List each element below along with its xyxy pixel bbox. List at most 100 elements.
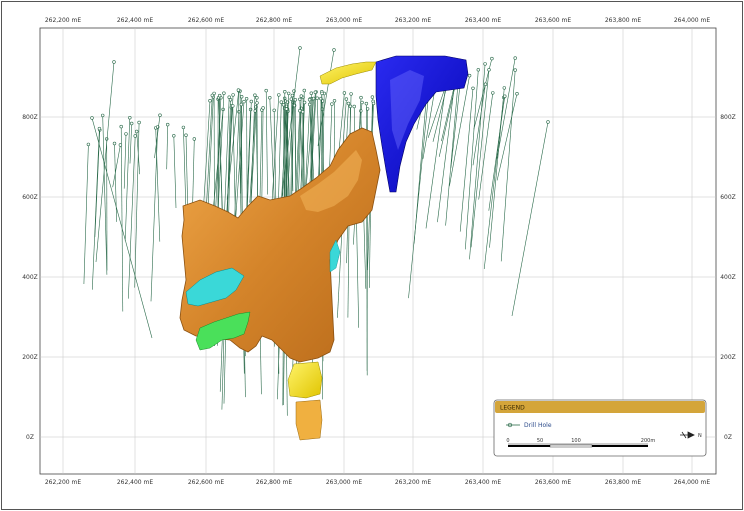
scale-label: 100 — [571, 438, 581, 444]
drill-hole-collar — [298, 46, 302, 50]
drill-hole-trace — [511, 121, 549, 317]
x-tick-label: 262,600 mE — [188, 479, 225, 486]
drill-hole-collar — [227, 95, 231, 99]
drill-hole-collar — [546, 120, 550, 124]
drill-hole-trace — [124, 117, 131, 241]
y-tick-label: 600Z — [22, 194, 38, 201]
drill-hole-collar — [359, 109, 363, 113]
drill-hole-trace — [489, 87, 505, 248]
x-tick-label: 263,400 mE — [465, 17, 502, 24]
drill-hole-collar — [487, 68, 491, 72]
drill-hole-collar — [490, 56, 494, 61]
drill-hole-collar — [135, 129, 139, 134]
drill-hole-collar — [313, 90, 317, 94]
drill-hole-collar — [299, 94, 303, 98]
drill-hole-collar — [491, 91, 495, 95]
x-tick-label: 263,600 mE — [535, 479, 572, 486]
drill-hole-trace — [459, 88, 474, 232]
drill-hole-trace — [114, 143, 117, 222]
y-tick-label: 0Z — [724, 434, 732, 441]
x-tick-label: 263,200 mE — [395, 479, 432, 486]
y-tick-label: 800Z — [720, 114, 736, 121]
drill-hole-trace — [465, 69, 479, 250]
drill-hole-collar — [97, 126, 102, 131]
x-axis-bottom: 262,200 mE 262,400 mE 262,600 mE 262,800… — [45, 479, 711, 486]
drill-hole-collar — [255, 96, 259, 100]
drill-hole-collar — [344, 97, 349, 101]
drill-hole-collar — [302, 100, 307, 105]
y-tick-label: 600Z — [720, 194, 736, 201]
drill-hole-trace — [92, 128, 100, 290]
orebody-yellow-top — [319, 61, 377, 85]
drill-hole-collar — [293, 98, 298, 102]
drill-hole-collar — [320, 91, 324, 96]
y-tick-label: 400Z — [720, 274, 736, 281]
drill-hole-collar — [184, 133, 188, 137]
orebody-bottom-block — [295, 399, 323, 441]
drill-hole-collar — [218, 93, 222, 98]
orebody-blue — [375, 55, 469, 193]
drill-hole-collar — [249, 99, 254, 104]
drill-hole-collar — [181, 125, 186, 130]
drill-hole-collar — [502, 86, 506, 90]
drill-hole-collar — [255, 101, 259, 105]
drill-hole-collar — [352, 104, 356, 109]
y-axis-right: 800Z 600Z 400Z 200Z 0Z — [720, 114, 736, 441]
y-tick-label: 0Z — [26, 434, 34, 441]
legend-box — [493, 399, 707, 457]
y-axis-left: 800Z 600Z 400Z 200Z 0Z — [22, 114, 38, 441]
drill-hole-collar — [240, 94, 244, 99]
drill-hole-collar — [467, 73, 472, 78]
drill-hole-collar — [100, 113, 105, 118]
drill-hole-collar — [289, 97, 293, 101]
drill-hole-trace — [155, 127, 161, 242]
drill-hole-collar — [172, 134, 176, 138]
drill-hole-trace — [150, 126, 158, 302]
drill-hole-collar — [112, 141, 117, 146]
x-tick-label: 262,400 mE — [117, 479, 154, 486]
drill-hole-collar — [236, 88, 241, 92]
x-tick-label: 262,800 mE — [256, 17, 293, 24]
drill-hole-trace — [120, 126, 124, 312]
drill-hole-trace — [112, 144, 121, 188]
drill-hole-collar — [332, 48, 336, 52]
drill-hole-trace — [173, 135, 177, 209]
drill-hole-collar — [513, 56, 517, 60]
x-axis-top: 262,200 mE 262,400 mE 262,600 mE 262,800… — [45, 17, 711, 24]
drill-hole-symbol-icon — [506, 422, 520, 428]
drill-hole-trace — [469, 63, 486, 260]
drill-hole-collar — [124, 132, 128, 136]
drill-hole-collar — [166, 122, 170, 127]
scale-bar — [508, 443, 648, 448]
drill-hole-collar — [210, 93, 215, 98]
drill-hole-trace — [317, 49, 335, 147]
drill-hole-trace — [154, 115, 161, 159]
drill-hole-trace — [128, 135, 136, 299]
x-tick-label: 262,400 mE — [117, 17, 154, 24]
scale-label: 0 — [506, 438, 509, 444]
drill-hole-trace — [136, 131, 140, 175]
drill-hole-collar — [346, 101, 351, 106]
legend-title: LEGEND — [500, 405, 525, 412]
drill-hole-trace — [408, 89, 430, 299]
drill-hole-collar — [248, 107, 253, 112]
y-tick-label: 200Z — [720, 354, 736, 361]
drill-hole-collar — [287, 91, 291, 96]
drill-hole-trace — [265, 90, 268, 195]
drill-hole-collar — [348, 104, 353, 109]
drill-hole-collar — [192, 137, 197, 141]
drill-hole-trace — [83, 144, 89, 285]
drill-hole-collar — [483, 62, 487, 66]
scale-label: 200m — [641, 438, 656, 444]
drill-hole-collar — [212, 91, 216, 96]
drill-hole-collar — [302, 88, 306, 93]
legend: LEGEND Drill Hole 0 50 100 200m N — [493, 399, 707, 457]
drill-hole-collar — [315, 96, 319, 100]
drill-hole-collar — [513, 68, 517, 72]
drill-hole-trace — [496, 93, 518, 181]
x-tick-label: 264,000 mE — [674, 479, 711, 486]
drill-hole-collar — [279, 100, 283, 104]
x-tick-label: 263,400 mE — [465, 479, 502, 486]
